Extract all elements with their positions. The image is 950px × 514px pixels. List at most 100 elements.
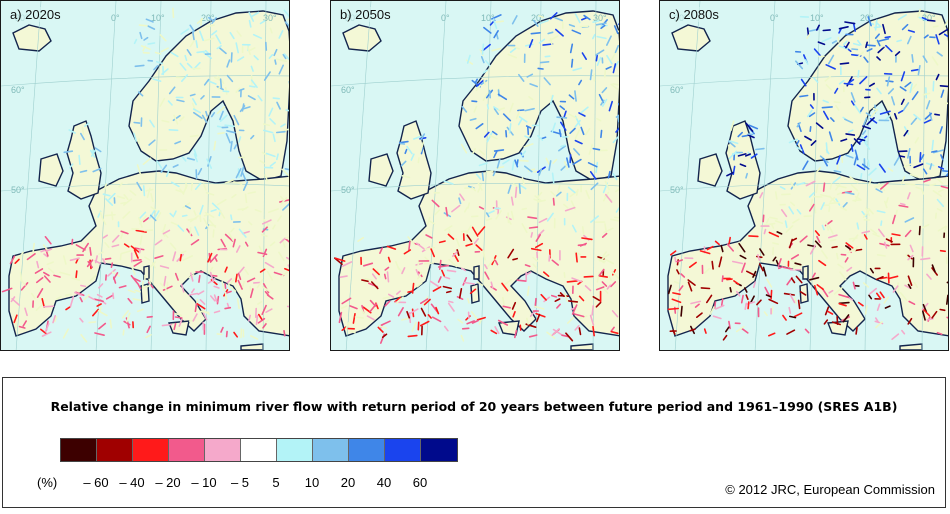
river-segment [483,131,490,138]
river-segment [839,62,850,65]
river-segment [808,112,816,118]
river-segment [475,79,485,87]
river-segment [876,292,882,300]
river-segment [230,52,233,63]
river-segment [596,271,601,283]
river-segment [896,39,902,43]
river-segment [615,127,619,133]
river-segment [448,300,454,304]
river-segment [568,113,577,119]
river-segment [920,257,931,261]
river-segment [284,168,289,171]
river-segment [918,16,928,22]
river-segment [598,259,606,263]
river-segment [612,173,618,181]
river-segment [574,324,580,331]
river-segment [235,87,241,93]
river-segment [442,285,452,290]
river-segment [614,44,619,54]
river-segment [20,279,26,286]
river-segment [676,259,684,263]
river-segment [444,276,451,280]
river-segment [381,333,388,339]
river-segment [172,7,175,19]
river-segment [161,119,170,123]
river-segment [490,329,498,335]
river-segment [763,311,768,317]
river-segment [163,275,167,287]
river-segment [511,160,515,171]
river-segment [828,289,834,294]
river-segment [213,294,218,303]
legend-swatch [277,439,313,461]
river-segment [814,284,819,296]
river-segment [257,313,264,322]
river-segment [287,18,289,21]
river-segment [852,42,861,47]
river-segment [846,266,853,272]
river-segment [461,327,470,330]
river-segment [898,204,909,208]
river-segment [186,62,193,69]
river-segment [848,237,858,240]
river-segment [610,326,615,333]
river-segment [88,321,97,324]
river-segment [34,268,44,274]
river-segment [548,160,552,171]
river-segment [600,99,605,106]
river-segment [42,271,50,277]
river-segment [796,182,806,186]
river-segment [438,240,446,244]
river-segment [897,110,904,114]
river-segment [574,139,583,145]
river-segment [671,298,682,304]
river-segment [94,147,102,153]
river-segment [68,129,76,134]
river-segment [904,229,912,238]
river-segment [554,298,561,303]
river-segment [249,288,254,299]
river-segment [480,55,485,64]
river-segment [939,126,943,134]
river-segment [78,154,81,165]
river-segment [265,152,276,158]
river-segment [446,290,452,294]
river-segment [206,24,215,28]
river-segment [838,301,850,305]
river-segment [226,130,236,134]
river-segment [527,126,530,136]
river-segment [876,87,882,95]
river-segment [523,143,534,148]
river-segment [806,109,813,118]
river-segment [207,252,213,263]
river-segment [819,194,831,198]
river-segment [943,33,948,38]
graticule-meridian [809,1,821,350]
river-segment [235,168,242,179]
river-segment [566,157,570,168]
river-segment [226,74,234,83]
river-segment [133,249,139,259]
legend-box: Relative change in minimum river flow wi… [2,377,946,508]
river-segment [863,117,868,126]
river-segment [216,295,220,305]
river-segment [870,109,878,118]
river-segment [937,166,945,170]
river-segment [548,254,551,262]
river-segment [487,258,495,268]
river-segment [830,117,835,122]
river-segment [362,262,374,267]
river-segment [209,271,214,283]
river-segment [145,18,154,23]
river-segment [851,48,859,51]
river-segment [612,83,619,86]
river-segment [899,291,908,301]
river-segment [907,35,912,45]
river-segment [189,40,195,48]
river-segment [567,186,576,194]
river-segment [172,164,179,168]
river-segment [341,325,348,332]
river-segment [244,193,248,204]
river-segment [474,78,478,84]
river-segment [161,68,169,75]
